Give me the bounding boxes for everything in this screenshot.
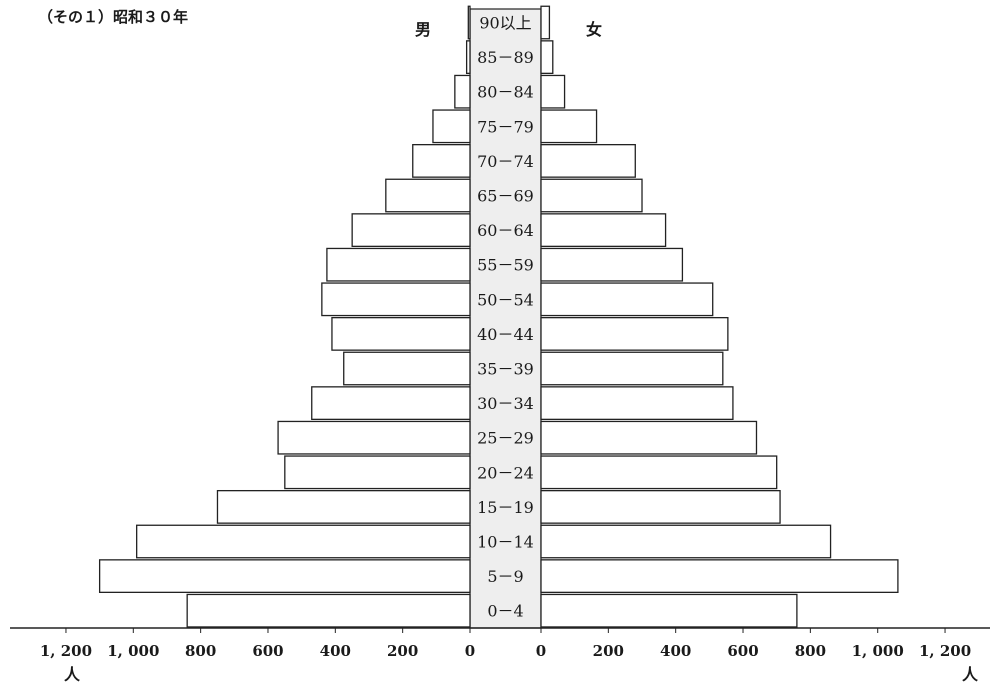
age-group-label: 80－84 bbox=[477, 83, 534, 102]
male-bar bbox=[412, 143, 471, 178]
age-group-label: 60－64 bbox=[477, 221, 534, 240]
male-bar bbox=[351, 213, 471, 248]
x-tick-label-male: 1, 200 bbox=[40, 642, 92, 660]
age-group-label: 40－44 bbox=[477, 325, 534, 344]
age-group-label: 10－14 bbox=[477, 533, 534, 552]
x-tick-label-female: 1, 200 bbox=[919, 642, 971, 660]
male-bar bbox=[216, 489, 471, 524]
age-group-label: 35－39 bbox=[477, 360, 534, 379]
female-bar bbox=[540, 40, 554, 74]
male-bar bbox=[343, 351, 471, 386]
male-bar bbox=[385, 178, 471, 213]
axis-unit-right: 人 bbox=[962, 665, 979, 684]
x-tick-label-male: 800 bbox=[185, 642, 216, 660]
male-bar bbox=[284, 455, 471, 490]
age-group-label: 75－79 bbox=[477, 117, 534, 136]
male-label: 男 bbox=[415, 20, 432, 39]
male-bar bbox=[326, 247, 471, 282]
female-bar bbox=[540, 455, 778, 490]
age-group-label: 15－19 bbox=[477, 498, 534, 517]
female-bar bbox=[540, 109, 598, 144]
axis-unit-left: 人 bbox=[64, 665, 81, 684]
age-group-label: 70－74 bbox=[477, 152, 534, 171]
male-bar bbox=[277, 420, 471, 455]
x-tick-label-male: 0 bbox=[465, 642, 475, 660]
female-bar bbox=[540, 524, 832, 559]
male-bar bbox=[321, 282, 471, 317]
male-bar bbox=[136, 524, 471, 559]
female-bar bbox=[540, 593, 798, 628]
age-group-label: 0－4 bbox=[487, 602, 523, 621]
female-bar bbox=[540, 143, 636, 178]
female-bar bbox=[540, 5, 551, 40]
age-group-label: 5－9 bbox=[487, 567, 523, 586]
female-bar bbox=[540, 74, 566, 109]
age-group-label: 55－59 bbox=[477, 256, 534, 275]
female-bar bbox=[540, 351, 724, 386]
x-tick-label-female: 200 bbox=[593, 642, 624, 660]
male-bar bbox=[465, 40, 471, 74]
page-title: （その１）昭和３０年 bbox=[38, 8, 189, 26]
female-bar bbox=[540, 420, 758, 455]
x-tick-label-female: 1, 000 bbox=[852, 642, 904, 660]
male-bar bbox=[186, 593, 471, 628]
age-group-label: 20－24 bbox=[477, 463, 534, 482]
female-bar bbox=[540, 559, 899, 593]
age-group-label: 50－54 bbox=[477, 290, 534, 309]
male-bar bbox=[467, 5, 471, 40]
female-bar bbox=[540, 213, 667, 248]
age-group-label: 30－34 bbox=[477, 394, 534, 413]
x-tick-label-male: 600 bbox=[252, 642, 283, 660]
female-bar bbox=[540, 247, 684, 282]
age-group-label: 90以上 bbox=[479, 14, 531, 33]
age-group-label: 25－29 bbox=[477, 429, 534, 448]
male-bar bbox=[98, 559, 471, 593]
age-group-label: 85－89 bbox=[477, 48, 534, 67]
female-bar bbox=[540, 386, 734, 421]
female-bar bbox=[540, 178, 643, 213]
female-bar bbox=[540, 282, 714, 317]
x-tick-label-female: 800 bbox=[795, 642, 826, 660]
x-tick-label-female: 400 bbox=[660, 642, 691, 660]
x-tick-label-male: 400 bbox=[320, 642, 351, 660]
x-tick-label-male: 1, 000 bbox=[107, 642, 159, 660]
x-tick-label-female: 600 bbox=[727, 642, 758, 660]
female-label: 女 bbox=[586, 20, 603, 39]
male-bar bbox=[454, 74, 471, 109]
age-group-label: 65－69 bbox=[477, 187, 534, 206]
x-tick-label-male: 200 bbox=[387, 642, 418, 660]
male-bar bbox=[432, 109, 471, 144]
x-tick-label-female: 0 bbox=[536, 642, 546, 660]
female-bar bbox=[540, 316, 729, 351]
male-bar bbox=[311, 386, 471, 421]
female-bar bbox=[540, 489, 781, 524]
male-bar bbox=[331, 316, 471, 351]
age-label-column bbox=[469, 8, 542, 629]
